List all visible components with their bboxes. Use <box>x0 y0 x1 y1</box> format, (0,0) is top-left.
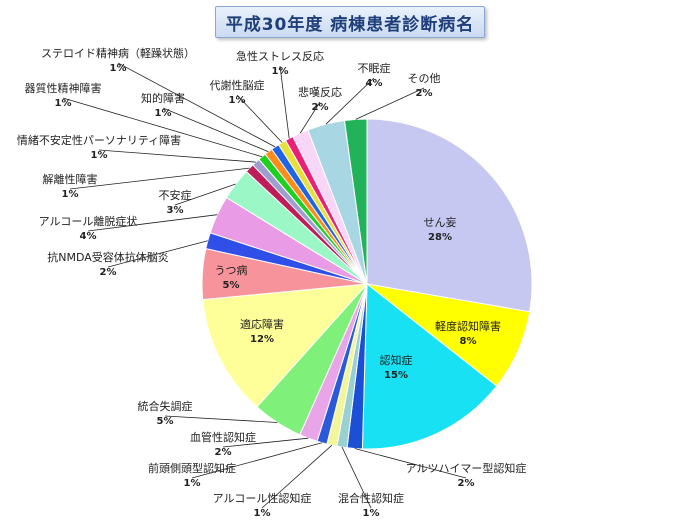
slice-percent-label: 3% <box>167 205 184 216</box>
slice-label: 認知症 <box>380 353 413 367</box>
slice-percent-label: 2% <box>312 102 329 113</box>
leader-line <box>191 442 323 479</box>
slice-label: その他 <box>408 72 441 85</box>
slice-percent-label: 28% <box>428 232 452 243</box>
slice-label: ステロイド精神病（軽躁状態） <box>41 46 195 60</box>
slice-label: 統合失調症 <box>138 399 193 413</box>
slice-percent-label: 1% <box>155 108 172 119</box>
slice-label: アルツハイマー型認知症 <box>406 461 527 475</box>
slice-label: 解離性障害 <box>43 172 98 186</box>
slice-label: 適応障害 <box>240 317 284 331</box>
slice-percent-label: 1% <box>229 95 246 106</box>
leader-line <box>164 415 278 423</box>
leader-line <box>107 240 208 268</box>
slice-percent-label: 15% <box>384 370 408 381</box>
pie-slice <box>202 283 369 408</box>
leader-line <box>117 62 276 148</box>
slice-label: アルコール性認知症 <box>213 491 312 505</box>
leader-line <box>69 167 250 190</box>
leader-line <box>261 444 333 509</box>
slice-percent-label: 1% <box>110 63 127 74</box>
leader-line <box>174 183 236 206</box>
slice-percent-label: 4% <box>366 78 383 89</box>
slice-label: 悲嘆反応 <box>298 85 342 99</box>
slice-label: うつ病 <box>215 263 248 277</box>
slice-percent-label: 1% <box>254 508 271 519</box>
leader-line <box>98 149 256 163</box>
slice-label: 前頭側頭型認知症 <box>148 461 236 475</box>
slice-label: 器質性精神障害 <box>25 81 102 95</box>
slice-label: 軽度認知障害 <box>435 319 501 333</box>
slice-percent-label: 1% <box>55 98 72 109</box>
slice-label: せん妄 <box>424 215 457 229</box>
leader-line <box>87 214 218 232</box>
leader-line <box>325 77 375 125</box>
slice-percent-label: 1% <box>91 150 108 161</box>
slice-percent-label: 8% <box>460 336 477 347</box>
slice-percent-label: 2% <box>458 478 475 489</box>
slice-percent-label: 2% <box>416 88 433 99</box>
leader-line <box>162 107 269 153</box>
leader-line <box>62 97 263 158</box>
slice-percent-label: 2% <box>215 447 232 458</box>
slice-label: アルコール離脱症状 <box>39 214 138 228</box>
leader-line <box>299 101 321 134</box>
slice-label: 知的障害 <box>141 91 185 105</box>
slice-percent-label: 2% <box>100 267 117 278</box>
slice-label: 急性ストレス反応 <box>236 49 324 63</box>
slice-label: 抗NMDA受容体抗体脳炎 <box>47 250 169 264</box>
slice-percent-label: 1% <box>272 66 289 77</box>
slice-percent-label: 1% <box>62 189 79 200</box>
slice-percent-label: 1% <box>363 508 380 519</box>
slice-label: 血管性認知症 <box>190 430 256 444</box>
slice-percent-label: 4% <box>80 231 97 242</box>
leader-line <box>341 446 372 509</box>
leader-line <box>279 65 290 139</box>
slice-percent-label: 1% <box>184 478 201 489</box>
pie-slice <box>366 118 533 313</box>
slice-label: 不眠症 <box>358 61 391 75</box>
leader-line <box>222 437 309 448</box>
slice-percent-label: 5% <box>223 280 240 291</box>
slice-percent-label: 12% <box>250 334 274 345</box>
slice-label: 不安症 <box>159 188 192 202</box>
slice-label: 混合性認知症 <box>338 491 404 505</box>
leader-line <box>354 448 467 479</box>
slice-label: 情緒不安定性パーソナリティ障害 <box>17 133 181 147</box>
leader-line <box>355 87 425 120</box>
pie-slice <box>361 282 498 450</box>
leader-line <box>236 94 283 143</box>
slice-percent-label: 5% <box>157 416 174 427</box>
slice-label: 代謝性脳症 <box>210 78 265 92</box>
chart-title: 平成30年度 病棟患者診断病名 <box>215 6 485 38</box>
